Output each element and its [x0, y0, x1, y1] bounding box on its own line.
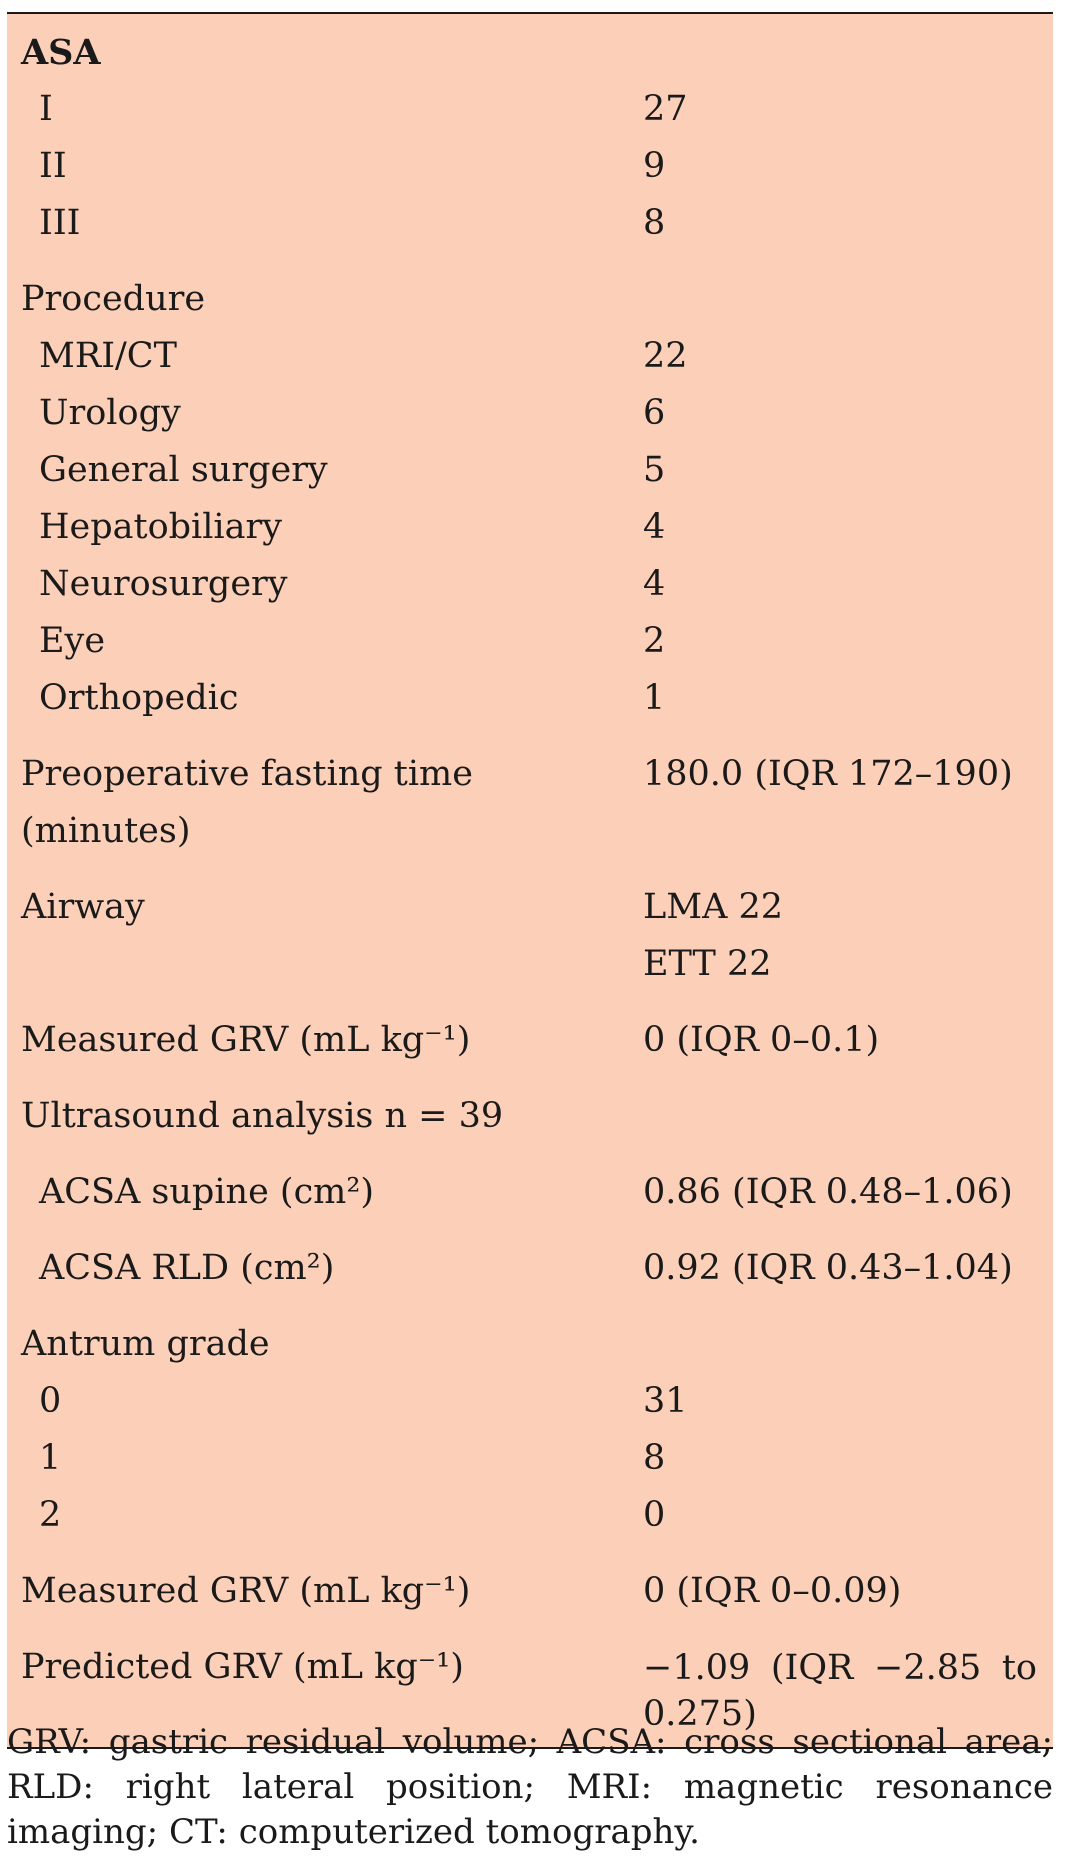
row-label: Measured GRV (mL kg⁻¹) — [21, 1020, 471, 1060]
table-row: 0 31 — [7, 1373, 1053, 1430]
table-row-fasting: Preoperative fasting time (minutes) 180.… — [7, 746, 1053, 860]
row-value: 2 — [643, 621, 666, 661]
table-row: Neurosurgery 4 — [7, 556, 1053, 613]
row-value: 5 — [643, 450, 666, 490]
table-row: ACSA RLD (cm²) 0.92 (IQR 0.43–1.04) — [7, 1240, 1053, 1297]
row-label: Predicted GRV (mL kg⁻¹) — [21, 1647, 464, 1687]
row-value: LMA 22 ETT 22 — [643, 879, 1053, 993]
airway-value-lma: LMA 22 — [643, 887, 784, 927]
row-label: General surgery — [39, 450, 328, 490]
row-label: Measured GRV (mL kg⁻¹) — [21, 1571, 471, 1611]
table-row-predicted-grv: Predicted GRV (mL kg⁻¹) −1.09 (IQR −2.85… — [7, 1639, 1053, 1737]
row-value: 0 (IQR 0–0.1) — [643, 1020, 880, 1060]
data-table: ASA I 27 II 9 III 8 Procedure MRI/CT 22 … — [7, 12, 1053, 1749]
row-label: Hepatobiliary — [39, 507, 283, 547]
table-row: Eye 2 — [7, 613, 1053, 670]
row-value: 4 — [643, 564, 666, 604]
section-antrum: Antrum grade — [7, 1316, 1053, 1373]
table-row-airway: Airway LMA 22 ETT 22 — [7, 879, 1053, 993]
section-header: Antrum grade — [21, 1324, 270, 1364]
section-header: ASA — [21, 32, 101, 73]
row-value: 0.86 (IQR 0.48–1.06) — [643, 1172, 1013, 1212]
row-label: Neurosurgery — [39, 564, 288, 604]
row-label: 2 — [39, 1495, 62, 1535]
table-row-measured-grv: Measured GRV (mL kg⁻¹) 0 (IQR 0–0.1) — [7, 1012, 1053, 1069]
row-value: 0 — [643, 1495, 666, 1535]
row-label: Orthopedic — [39, 678, 239, 718]
table-row: II 9 — [7, 138, 1053, 195]
section-header: Ultrasound analysis n = 39 — [21, 1096, 504, 1136]
airway-value-ett: ETT 22 — [643, 944, 772, 984]
section-asa: ASA — [7, 24, 1053, 81]
row-value: 8 — [643, 203, 666, 243]
row-value: 6 — [643, 393, 666, 433]
row-value: −1.09 (IQR −2.85 to 0.275) — [643, 1648, 1037, 1734]
row-label: III — [39, 203, 81, 243]
row-value: 9 — [643, 146, 666, 186]
table-row: General surgery 5 — [7, 442, 1053, 499]
table-row: Orthopedic 1 — [7, 670, 1053, 727]
table-footnote: GRV: gastric residual volume; ACSA: cros… — [7, 1722, 1053, 1852]
row-label: ACSA supine (cm²) — [39, 1172, 375, 1212]
row-value: 0 (IQR 0–0.09) — [643, 1571, 902, 1611]
section-ultrasound: Ultrasound analysis n = 39 — [7, 1088, 1053, 1145]
row-value: 1 — [643, 678, 666, 718]
row-label: II — [39, 146, 67, 186]
row-label: Eye — [39, 621, 106, 661]
row-label: 0 — [39, 1381, 62, 1421]
row-value: 0.92 (IQR 0.43–1.04) — [643, 1248, 1013, 1288]
table-row: Hepatobiliary 4 — [7, 499, 1053, 556]
table-row: ACSA supine (cm²) 0.86 (IQR 0.48–1.06) — [7, 1164, 1053, 1221]
row-label: ACSA RLD (cm²) — [39, 1248, 335, 1288]
section-header: Procedure — [21, 279, 206, 319]
table-row: I 27 — [7, 81, 1053, 138]
row-label: MRI/CT — [39, 336, 177, 376]
row-label: Airway — [21, 887, 145, 927]
row-value: 27 — [643, 89, 688, 129]
row-value: 180.0 (IQR 172–190) — [643, 754, 1013, 794]
row-label: Urology — [39, 393, 181, 433]
row-label: I — [39, 89, 53, 129]
row-label: Preoperative fasting time (minutes) — [21, 754, 473, 851]
row-value: 8 — [643, 1438, 666, 1478]
table-row: 2 0 — [7, 1487, 1053, 1544]
row-value: 31 — [643, 1381, 688, 1421]
row-value: 22 — [643, 336, 688, 376]
table-row: MRI/CT 22 — [7, 328, 1053, 385]
table-row: III 8 — [7, 195, 1053, 252]
table-row: 1 8 — [7, 1430, 1053, 1487]
table-row-measured-grv: Measured GRV (mL kg⁻¹) 0 (IQR 0–0.09) — [7, 1563, 1053, 1620]
table-row: Urology 6 — [7, 385, 1053, 442]
row-label: 1 — [39, 1438, 62, 1478]
row-value: 4 — [643, 507, 666, 547]
section-procedure: Procedure — [7, 271, 1053, 328]
